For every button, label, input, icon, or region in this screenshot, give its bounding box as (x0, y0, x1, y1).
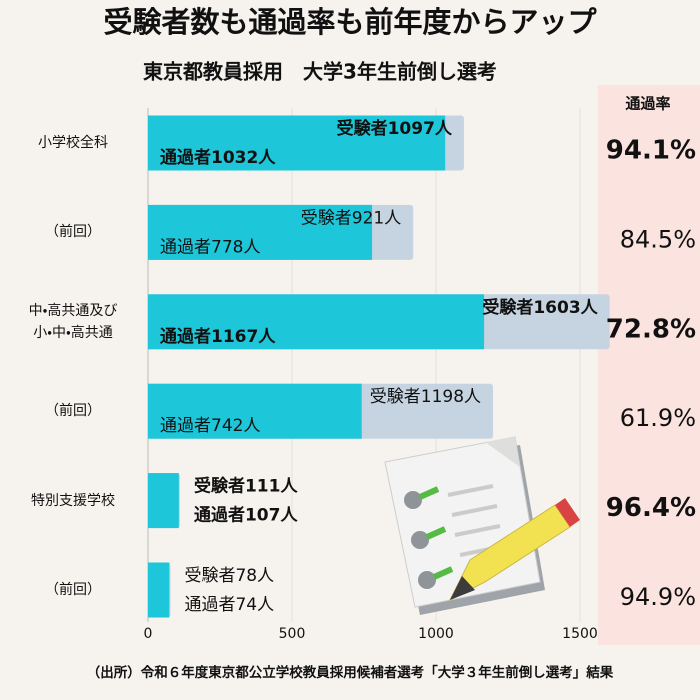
value-label: 受験者78人 (184, 566, 274, 586)
bar (148, 115, 446, 171)
value-label: 受験者921人 (301, 208, 401, 228)
category-label: 中・高共通及び 小・中・高共通 (28, 302, 118, 341)
rate-label: 84.5% (620, 225, 696, 253)
value-label: 通過者1167人 (160, 326, 276, 347)
bar (148, 562, 170, 618)
source-note: （出所）令和６年度東京都公立学校教員採用候補者選考「大学３年生前倒し選考」結果 (87, 664, 614, 681)
rate-label: 61.9% (620, 404, 696, 432)
x-tick-label: 1000 (418, 626, 454, 642)
rate-label: 72.8% (606, 314, 696, 344)
x-tick-label: 1500 (562, 626, 598, 642)
value-label: 受験者1097人 (337, 118, 453, 139)
x-tick-label: 0 (144, 626, 153, 642)
value-label: 通過者742人 (160, 416, 260, 436)
rate-label: 94.1% (606, 136, 696, 166)
category-label: （前回） (45, 224, 101, 241)
x-tick-label: 500 (279, 626, 306, 642)
chart-title: 受験者数も通過率も前年度からアップ (103, 5, 597, 39)
category-label: （前回） (45, 582, 101, 598)
bar (148, 383, 362, 439)
value-label: 通過者74人 (184, 595, 274, 615)
clipboard-illustration (384, 436, 580, 615)
rate-column-bg (598, 85, 700, 645)
rate-label: 94.9% (620, 583, 696, 611)
value-label: 受験者1198人 (370, 387, 481, 407)
bar (148, 204, 373, 260)
category-label: 特別支援学校 (31, 492, 115, 509)
value-label: 受験者111人 (194, 476, 298, 497)
chart-subtitle: 東京都教員採用 大学3年生前倒し選考 (143, 60, 497, 84)
category-label: （前回） (45, 403, 101, 420)
value-label: 通過者1032人 (160, 147, 276, 168)
rate-label: 96.4% (606, 493, 696, 523)
value-label: 受験者1603人 (482, 297, 598, 318)
category-label: 小学校全科 (38, 135, 108, 151)
bar (148, 473, 179, 529)
value-label: 通過者778人 (160, 237, 260, 257)
value-label: 通過者107人 (194, 505, 298, 526)
rate-header: 通過率 (625, 95, 670, 113)
bar (148, 294, 485, 350)
